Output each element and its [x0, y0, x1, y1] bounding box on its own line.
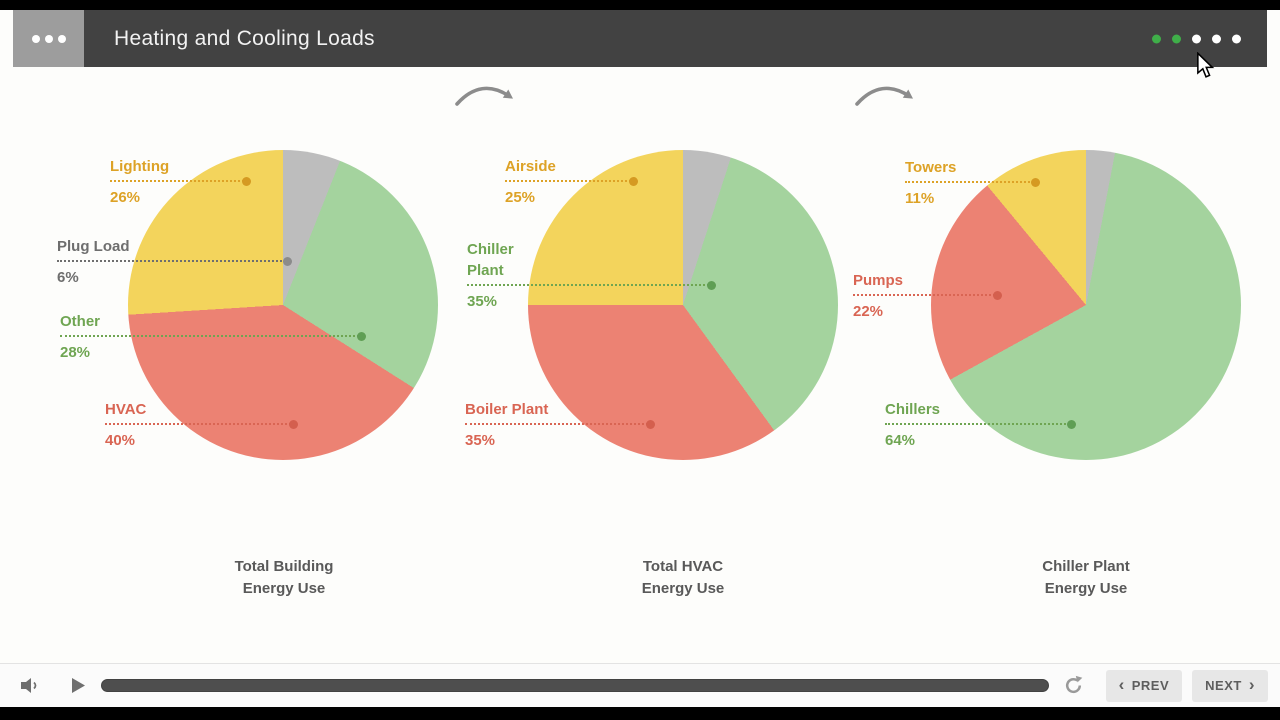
next-button[interactable]: NEXT › [1192, 669, 1268, 702]
leader-line [885, 420, 1076, 429]
slice-marker-dot [357, 332, 366, 341]
progress-dot-5[interactable] [1232, 34, 1241, 43]
slice-label: Pumps [853, 272, 904, 289]
flow-arrow-icon [455, 86, 513, 106]
slice-marker-dot [993, 291, 1002, 300]
play-icon[interactable] [72, 678, 85, 693]
slice-annotation: Other 28% [60, 311, 366, 361]
mouse-cursor [1197, 52, 1215, 78]
slice-label: Chillers [885, 401, 941, 418]
slice-percentage: 22% [853, 303, 884, 320]
next-button-label: NEXT [1205, 678, 1242, 693]
chart-title-line: Chiller Plant [1042, 558, 1130, 575]
slice-annotation: Pumps 22% [853, 270, 1002, 320]
slice-annotation: Plug Load 6% [57, 236, 292, 286]
leader-line [465, 420, 655, 429]
leader-line [110, 177, 251, 186]
menu-button[interactable] [13, 10, 84, 67]
leader-line [467, 281, 716, 290]
progress-dot-3[interactable] [1192, 34, 1201, 43]
leader-line [60, 332, 366, 341]
slice-percentage: 6% [57, 269, 79, 286]
chart-title-line: Total HVAC [642, 558, 724, 575]
slice-marker-dot [1067, 420, 1076, 429]
leader-line [57, 257, 292, 266]
chart-title-total-building: Total Building Energy Use [154, 556, 414, 600]
chevron-right-icon: › [1248, 675, 1255, 694]
progress-dot-2[interactable] [1172, 34, 1181, 43]
slide-header: Heating and Cooling Loads [13, 10, 1267, 67]
slide-progress-dots [1152, 34, 1241, 43]
replay-icon[interactable] [1063, 675, 1084, 696]
slice-marker-dot [707, 281, 716, 290]
slice-annotation: Lighting 26% [110, 156, 251, 206]
slice-label: HVAC [105, 401, 147, 418]
slice-annotation: Towers 11% [905, 157, 1040, 207]
flow-arrow-icon [855, 86, 913, 106]
slice-marker-dot [289, 420, 298, 429]
chart-title-total-hvac: Total HVAC Energy Use [553, 556, 813, 600]
pie-chart-3 [931, 150, 1241, 460]
chart-title-line: Energy Use [1044, 580, 1128, 597]
slice-annotation: Airside 25% [505, 156, 638, 206]
slice-label: Towers [905, 159, 957, 176]
slice-percentage: 28% [60, 344, 91, 361]
slice-annotation: HVAC 40% [105, 399, 298, 449]
slice-annotation: Boiler Plant 35% [465, 399, 655, 449]
slice-marker-dot [629, 177, 638, 186]
slice-percentage: 26% [110, 189, 141, 206]
leader-line [105, 420, 298, 429]
speaker-icon[interactable] [20, 677, 42, 694]
slice-percentage: 64% [885, 432, 916, 449]
pie-chart-2 [528, 150, 838, 460]
slice-marker-dot [242, 177, 251, 186]
slice-percentage: 35% [465, 432, 496, 449]
slice-percentage: 35% [467, 293, 498, 310]
chart-title-line: Energy Use [641, 580, 725, 597]
slice-label: Other [60, 313, 101, 330]
prev-button[interactable]: ‹ PREV [1105, 669, 1183, 702]
chevron-left-icon: ‹ [1118, 675, 1125, 694]
slice-label: Chiller Plant [467, 241, 514, 279]
chart-title-chiller-plant: Chiller Plant Energy Use [956, 556, 1216, 600]
progress-dot-4[interactable] [1212, 34, 1221, 43]
pie-chart-1 [128, 150, 438, 460]
leader-line [505, 177, 638, 186]
ellipsis-menu-icon [31, 34, 66, 43]
progress-dot-1[interactable] [1152, 34, 1161, 43]
player-bar: ‹ PREV NEXT › [0, 663, 1280, 707]
seekbar[interactable] [101, 679, 1049, 692]
letterbox-top [0, 0, 1280, 10]
leader-line [905, 178, 1040, 187]
slide-title: Heating and Cooling Loads [114, 26, 375, 50]
slice-percentage: 40% [105, 432, 136, 449]
slice-label: Lighting [110, 158, 170, 175]
chart-title-line: Energy Use [242, 580, 326, 597]
slice-annotation: Chiller Plant 35% [467, 239, 716, 310]
slice-percentage: 25% [505, 189, 536, 206]
prev-button-label: PREV [1131, 678, 1170, 693]
slice-marker-dot [646, 420, 655, 429]
chart-title-line: Total Building [234, 558, 334, 575]
slice-annotation: Chillers 64% [885, 399, 1076, 449]
letterbox-bottom [0, 707, 1280, 720]
leader-line [853, 291, 1002, 300]
slice-label: Boiler Plant [465, 401, 549, 418]
slice-label: Plug Load [57, 238, 130, 255]
slice-label: Airside [505, 158, 556, 175]
slice-percentage: 11% [905, 190, 935, 207]
slice-marker-dot [283, 257, 292, 266]
slice-marker-dot [1031, 178, 1040, 187]
